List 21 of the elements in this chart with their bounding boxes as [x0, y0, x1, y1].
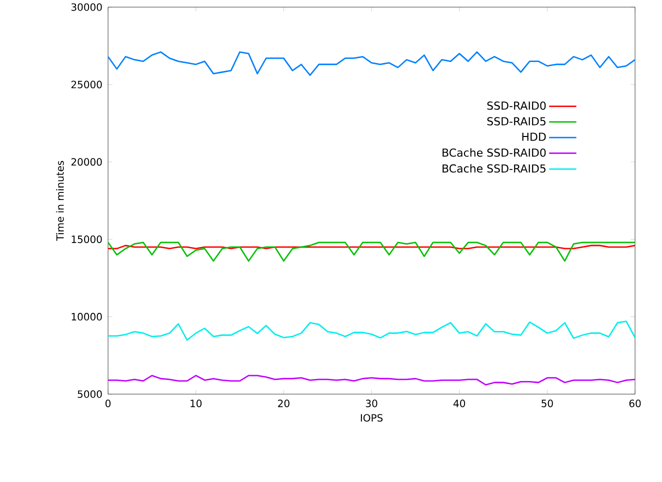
- x-tick-label: 60: [629, 399, 641, 408]
- legend-label: BCache SSD-RAID5: [442, 164, 546, 172]
- line-series: [108, 320, 636, 341]
- legend-label: HDD: [522, 132, 546, 141]
- legend-label: SSD-RAID0: [487, 101, 546, 110]
- y-tick-label: 30000: [71, 3, 102, 11]
- y-tick-label: 5000: [78, 390, 102, 398]
- y-axis-title: Time in minutes: [56, 160, 64, 241]
- x-tick-label: 10: [190, 399, 202, 408]
- y-tick-label: 20000: [71, 158, 102, 166]
- y-tick-label: 25000: [71, 80, 102, 88]
- y-tick-label: 15000: [72, 235, 102, 243]
- x-axis-title: IOPS: [360, 414, 383, 422]
- y-tick-label: 10000: [72, 312, 102, 320]
- legend-label: SSD-RAID5: [487, 116, 546, 126]
- x-tick-label: 50: [542, 399, 553, 408]
- x-tick-label: 20: [278, 399, 290, 408]
- legend-label: BCache SSD-RAID0: [442, 148, 546, 157]
- x-tick-label: 0: [106, 399, 111, 408]
- x-tick-label: 30: [366, 399, 378, 408]
- x-tick-label: 40: [453, 399, 466, 408]
